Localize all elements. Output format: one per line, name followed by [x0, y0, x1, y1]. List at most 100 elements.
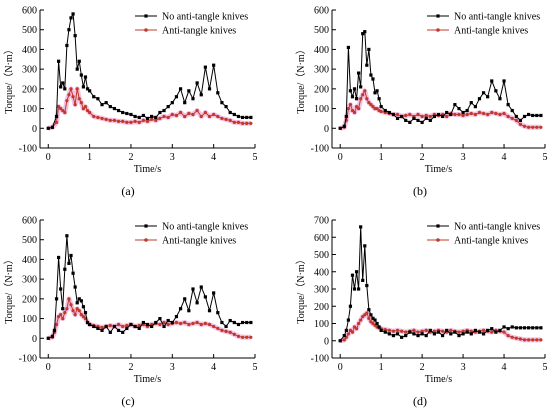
x-axis-title: Time/s: [134, 374, 162, 385]
y-tick-label: 400: [22, 45, 37, 56]
data-point-anti-tangle: [432, 329, 437, 333]
data-point-anti-tangle: [461, 113, 465, 118]
data-point-anti-tangle: [510, 335, 514, 339]
data-point-anti-tangle: [67, 297, 71, 301]
data-point-no-anti-tangle: [249, 320, 253, 325]
data-point-no-anti-tangle: [371, 77, 375, 81]
data-point-no-anti-tangle: [207, 309, 212, 313]
data-point-anti-tangle: [232, 120, 236, 124]
data-point-no-anti-tangle: [96, 97, 100, 101]
data-point-anti-tangle: [428, 114, 432, 119]
data-point-no-anti-tangle: [373, 91, 377, 95]
data-point-anti-tangle: [387, 328, 391, 332]
data-point-no-anti-tangle: [240, 115, 245, 120]
x-axis-title: Time/s: [134, 164, 162, 175]
data-point-no-anti-tangle: [141, 320, 145, 325]
data-point-no-anti-tangle: [506, 327, 510, 331]
legend-label-anti-tangle: Anti-tangle knives: [454, 26, 528, 37]
data-point-no-anti-tangle: [498, 97, 502, 101]
data-point-anti-tangle: [137, 323, 141, 328]
data-point-no-anti-tangle: [92, 324, 96, 329]
data-point-no-anti-tangle: [178, 307, 183, 311]
data-point-no-anti-tangle: [249, 115, 253, 120]
data-point-no-anti-tangle: [81, 85, 86, 89]
data-point-no-anti-tangle: [207, 87, 212, 91]
data-point-anti-tangle: [249, 335, 253, 339]
data-point-no-anti-tangle: [359, 225, 363, 229]
data-point-no-anti-tangle: [436, 330, 441, 334]
data-point-no-anti-tangle: [486, 328, 490, 332]
data-point-no-anti-tangle: [539, 326, 543, 330]
data-point-no-anti-tangle: [236, 322, 241, 327]
y-tick-label: 0: [32, 334, 37, 345]
data-point-no-anti-tangle: [46, 336, 50, 340]
data-point-no-anti-tangle: [92, 95, 96, 99]
data-point-no-anti-tangle: [416, 333, 420, 338]
data-point-anti-tangle: [224, 117, 228, 122]
data-point-anti-tangle: [174, 113, 179, 118]
data-point-no-anti-tangle: [174, 315, 179, 319]
y-tick-label: 100: [22, 314, 37, 325]
data-point-no-anti-tangle: [203, 65, 207, 69]
x-tick-label: 0: [338, 362, 343, 373]
data-point-no-anti-tangle: [428, 118, 432, 122]
data-point-no-anti-tangle: [166, 318, 170, 323]
x-tick-label: 4: [211, 362, 216, 373]
data-point-no-anti-tangle: [367, 308, 371, 312]
data-point-anti-tangle: [207, 322, 212, 327]
data-point-no-anti-tangle: [365, 63, 369, 67]
panel-label: (a): [121, 184, 134, 198]
data-point-no-anti-tangle: [357, 287, 361, 291]
data-point-no-anti-tangle: [527, 326, 531, 330]
data-point-no-anti-tangle: [54, 297, 59, 301]
legend-marker-no-anti-tangle: [144, 14, 148, 18]
data-point-no-anti-tangle: [116, 328, 121, 332]
data-point-no-anti-tangle: [116, 108, 121, 113]
data-point-no-anti-tangle: [428, 328, 432, 332]
data-point-anti-tangle: [535, 338, 539, 342]
data-point-anti-tangle: [216, 114, 220, 119]
data-point-no-anti-tangle: [57, 255, 61, 260]
data-point-anti-tangle: [158, 116, 162, 121]
data-point-anti-tangle: [195, 320, 199, 325]
data-point-anti-tangle: [59, 313, 63, 317]
x-tick-label: 5: [543, 362, 548, 373]
data-point-no-anti-tangle: [359, 85, 363, 89]
data-point-anti-tangle: [158, 322, 162, 327]
y-tick-label: 500: [314, 25, 329, 36]
data-point-no-anti-tangle: [354, 270, 359, 274]
data-point-no-anti-tangle: [369, 313, 373, 317]
data-point-no-anti-tangle: [346, 45, 350, 50]
data-point-no-anti-tangle: [510, 325, 514, 329]
data-point-no-anti-tangle: [61, 81, 65, 85]
legend-label-anti-tangle: Anti-tangle knives: [162, 26, 236, 37]
data-point-anti-tangle: [81, 315, 86, 319]
data-point-anti-tangle: [166, 115, 170, 120]
data-point-no-anti-tangle: [350, 95, 355, 99]
data-point-anti-tangle: [481, 111, 486, 116]
data-point-no-anti-tangle: [52, 328, 57, 332]
y-tick-label: 100: [314, 104, 329, 115]
x-tick-label: 5: [253, 152, 258, 163]
data-point-no-anti-tangle: [348, 304, 353, 308]
x-tick-label: 1: [379, 152, 384, 163]
data-point-no-anti-tangle: [494, 330, 498, 334]
data-point-no-anti-tangle: [527, 112, 531, 117]
data-point-anti-tangle: [457, 112, 461, 117]
data-point-no-anti-tangle: [137, 115, 141, 120]
legend-label-no-anti-tangle: No anti-tangle knives: [162, 12, 248, 23]
data-point-anti-tangle: [63, 311, 67, 315]
data-point-anti-tangle: [73, 103, 77, 107]
data-point-anti-tangle: [469, 329, 473, 333]
data-point-anti-tangle: [245, 335, 249, 339]
y-axis-title: Torque/（N·m）: [295, 44, 307, 113]
data-point-no-anti-tangle: [344, 114, 348, 119]
data-point-anti-tangle: [170, 112, 174, 117]
data-point-anti-tangle: [359, 97, 363, 101]
data-point-no-anti-tangle: [85, 320, 90, 325]
data-point-no-anti-tangle: [199, 93, 203, 97]
data-point-anti-tangle: [365, 97, 369, 101]
data-point-no-anti-tangle: [129, 112, 133, 117]
data-point-no-anti-tangle: [224, 105, 228, 109]
y-tick-label: 200: [22, 294, 37, 305]
